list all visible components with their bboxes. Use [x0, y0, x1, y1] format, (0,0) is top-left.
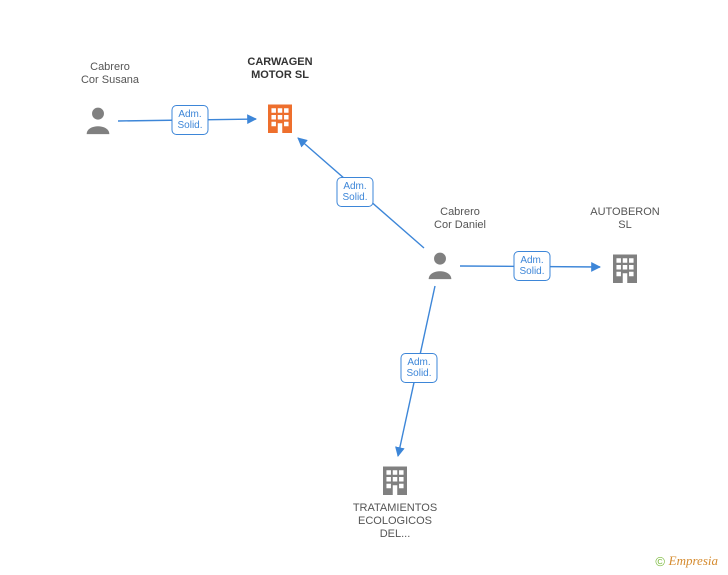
node-tratamientos[interactable]: TRATAMIENTOS ECOLOGICOS DEL... [377, 462, 413, 498]
watermark: © Empresia [655, 553, 718, 569]
node-susana[interactable]: Cabrero Cor Susana [81, 103, 115, 137]
edge-label-susana-carwagen: Adm. Solid. [171, 105, 208, 135]
node-carwagen[interactable]: CARWAGEN MOTOR SL [262, 100, 298, 136]
building-icon [607, 250, 643, 286]
building-icon [262, 100, 298, 136]
edge-label-daniel-autoberon: Adm. Solid. [513, 251, 550, 281]
node-autoberon[interactable]: AUTOBERON SL [607, 250, 643, 286]
node-label-autoberon: AUTOBERON SL [565, 206, 685, 232]
node-label-susana: Cabrero Cor Susana [50, 61, 170, 87]
person-icon [423, 248, 457, 282]
node-label-carwagen: CARWAGEN MOTOR SL [220, 56, 340, 82]
building-icon [377, 462, 413, 498]
person-icon [81, 103, 115, 137]
watermark-brand: Empresia [669, 553, 718, 568]
copyright-symbol: © [655, 554, 665, 569]
diagram-canvas: Cabrero Cor Susana CARWAGEN MOTOR SL Cab… [0, 0, 728, 575]
edge-label-daniel-tratamientos: Adm. Solid. [400, 353, 437, 383]
node-daniel[interactable]: Cabrero Cor Daniel [423, 248, 457, 282]
node-label-tratamientos: TRATAMIENTOS ECOLOGICOS DEL... [335, 502, 455, 542]
node-label-daniel: Cabrero Cor Daniel [400, 206, 520, 232]
edge-label-daniel-carwagen: Adm. Solid. [336, 177, 373, 207]
